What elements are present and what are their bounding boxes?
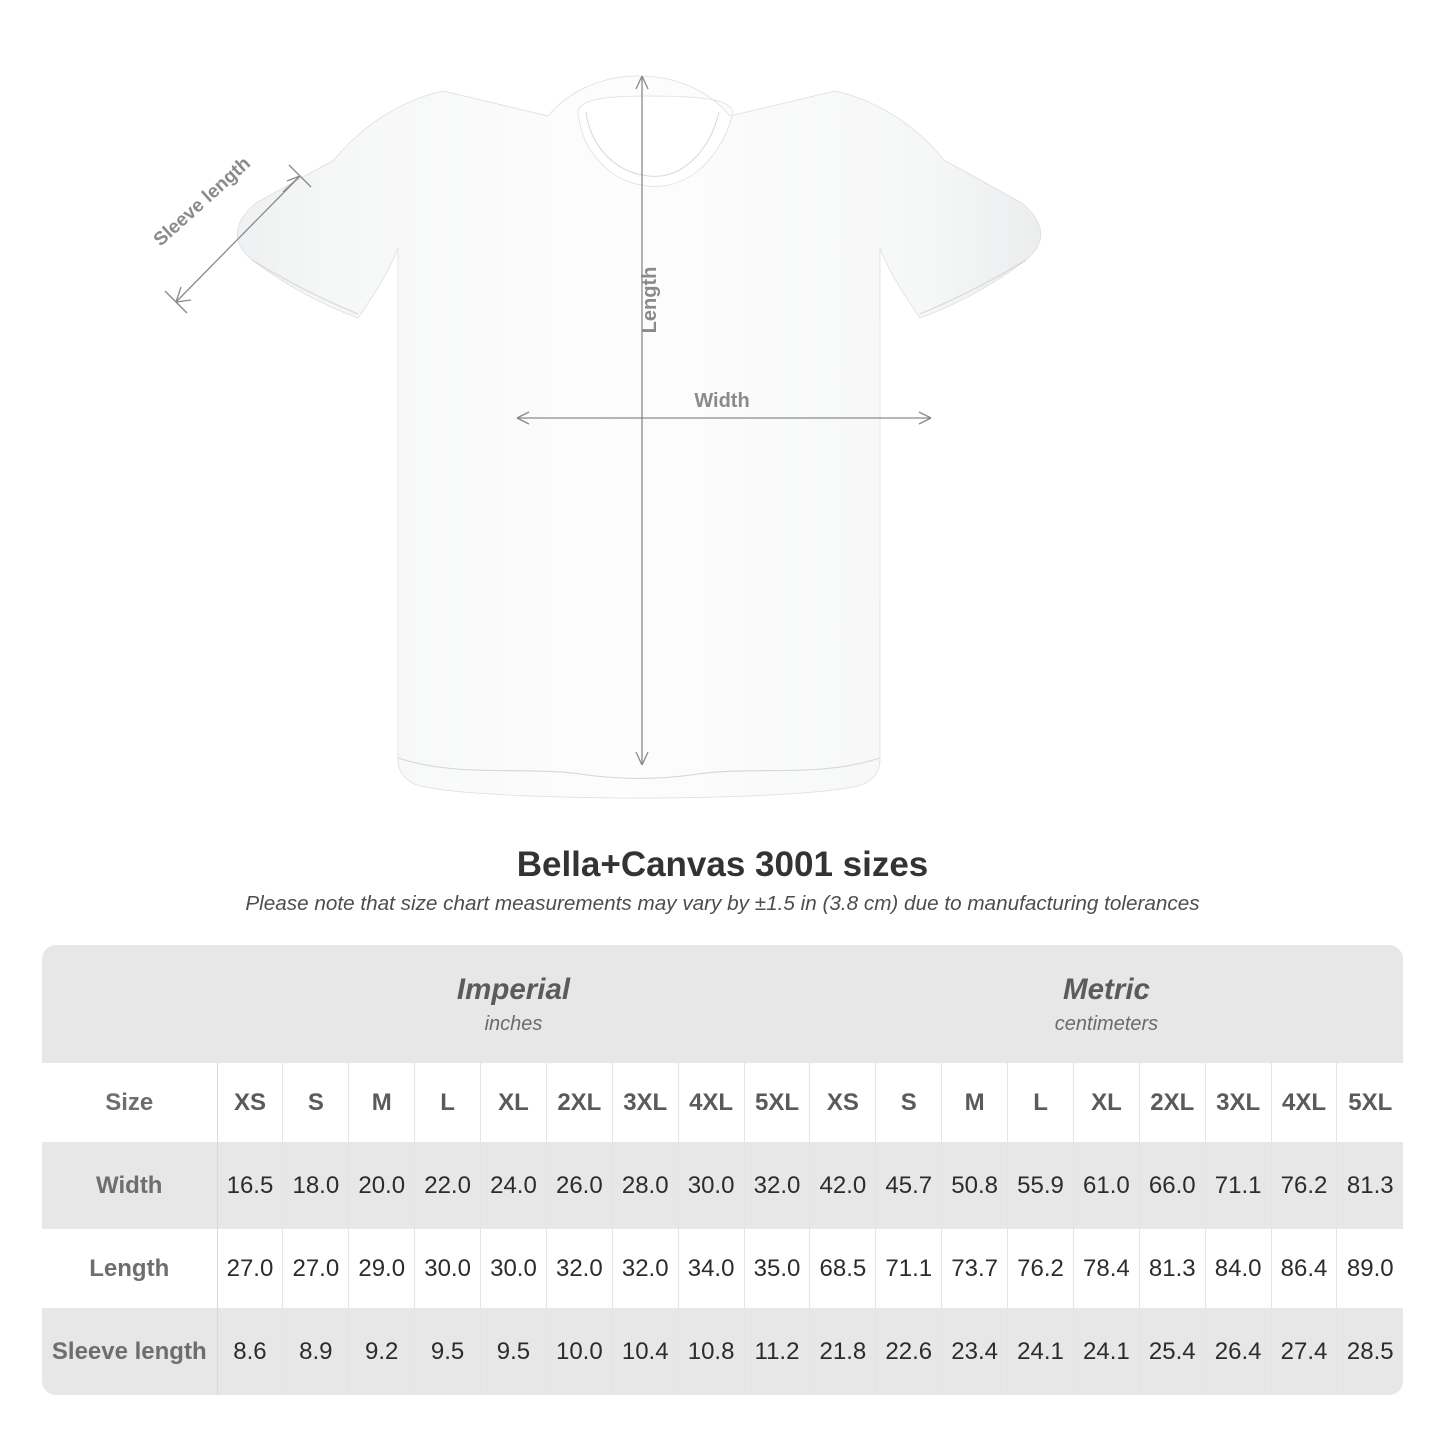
- svg-text:Width: Width: [694, 390, 749, 412]
- svg-text:Length: Length: [639, 267, 661, 334]
